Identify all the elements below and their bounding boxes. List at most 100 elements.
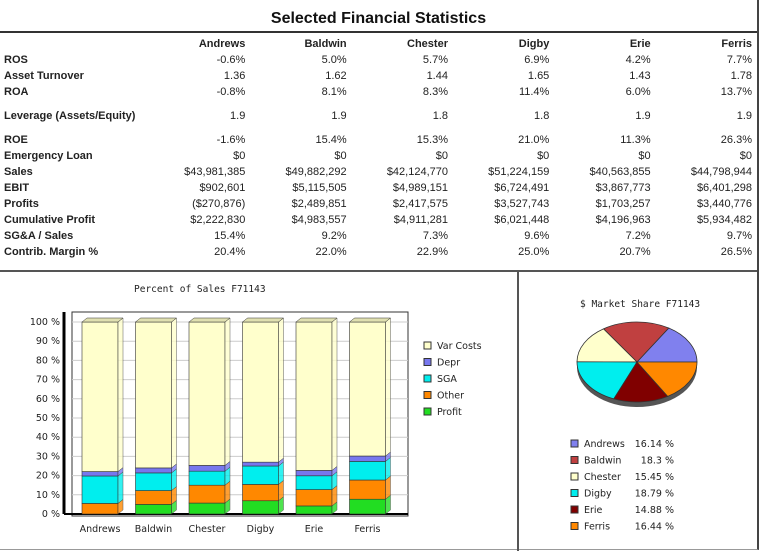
bar-top	[241, 317, 285, 323]
pie-slice-erie	[613, 361, 669, 403]
bar-top	[134, 317, 178, 323]
legend-label: Profit	[437, 407, 462, 418]
row-label: Cumulative Profit	[4, 213, 96, 226]
cell-value: ($270,876)	[192, 197, 246, 210]
bar-segment-depr	[188, 465, 226, 472]
bar-segment-var-costs	[135, 321, 172, 469]
pie-slice-ferris	[636, 361, 698, 397]
row-label: EBIT	[4, 181, 30, 194]
legend-swatch	[423, 358, 432, 366]
bar-top	[188, 317, 231, 323]
cell-value: $0	[537, 149, 550, 162]
bar-segment-other	[135, 490, 172, 505]
table-row: Cumulative Profit $2,222,830 $4,983,557 $4,…	[2, 212, 754, 228]
table-header-row: Andrews Baldwin Chester Digby Erie Ferris	[2, 36, 754, 52]
legend-label: Ferris	[584, 522, 610, 533]
bar-segment-var-costs	[188, 321, 226, 466]
bar-segment-other	[349, 479, 386, 500]
legend-label: Digby	[584, 489, 612, 500]
cell-value: 9.7%	[726, 229, 752, 242]
legend-value: 16.14 %	[635, 439, 674, 450]
cell-value: $2,489,851	[291, 197, 347, 210]
y-tick-label: 50 %	[36, 413, 60, 424]
cell-value: $2,222,830	[190, 213, 246, 226]
percent-of-sales-chart: 0 % 10 % 20 % 30 % 40 % 50 % 60 % 70 % 80 % 90 % 1…	[30, 311, 482, 535]
x-tick-label: Digby	[247, 524, 275, 535]
cell-value: $4,989,151	[392, 181, 448, 194]
bar-segment-profit	[295, 505, 333, 515]
row-label: Emergency Loan	[4, 149, 93, 162]
bar-segment-depr	[135, 467, 172, 474]
cell-value: 7.2%	[625, 229, 651, 242]
pie-slice-digby	[576, 361, 638, 400]
legend-swatch	[570, 472, 579, 481]
y-tick-label: 20 %	[36, 471, 60, 482]
cell-value: 11.3%	[620, 133, 651, 146]
market-share-chart: Andrews 16.14 % Baldwin 18.3 % Chester 15.45 …	[570, 321, 698, 533]
bar-top	[81, 317, 124, 323]
cell-value: 5.0%	[321, 53, 347, 66]
bar-side	[278, 317, 284, 463]
legend-label: Other	[437, 391, 464, 402]
bar-segment-profit	[349, 498, 386, 515]
table-row: Sales $43,981,385 $49,882,292 $42,124,770 $5…	[2, 164, 754, 180]
cell-value: 5.7%	[422, 53, 448, 66]
y-tick-label: 100 %	[30, 317, 60, 328]
legend-value: 14.88 %	[635, 505, 674, 516]
cell-value: 26.5%	[720, 245, 752, 258]
cell-value: 4.2%	[625, 53, 651, 66]
cell-value: $49,882,292	[285, 165, 347, 178]
cell-value: $5,934,482	[696, 213, 752, 226]
cell-value: 13.7%	[720, 85, 752, 98]
cell-value: $6,401,298	[696, 181, 752, 194]
cell-value: 1.65	[527, 69, 550, 82]
legend-label: Erie	[584, 505, 603, 516]
cell-value: 1.78	[730, 69, 752, 82]
cell-value: 1.9	[736, 109, 752, 122]
divider	[0, 270, 757, 272]
cell-value: -0.6%	[216, 53, 246, 66]
cell-value: 15.4%	[315, 133, 347, 146]
cell-value: 7.3%	[422, 229, 448, 242]
legend-swatch	[570, 456, 579, 464]
row-label: ROA	[4, 85, 29, 98]
bar-segment-var-costs	[295, 321, 333, 471]
column-header-ferris: Ferris	[721, 37, 752, 50]
bar-segment-depr	[242, 461, 279, 467]
cell-value: 15.3%	[416, 133, 448, 146]
legend-swatch	[423, 374, 432, 383]
cell-value: 1.8	[534, 109, 550, 122]
x-tick-label: Andrews	[80, 524, 121, 535]
y-tick-label: 30 %	[36, 451, 60, 462]
legend-swatch	[570, 439, 579, 448]
cell-value: $4,196,963	[595, 213, 651, 226]
bar-segment-sga	[242, 465, 279, 485]
cell-value: 20.4%	[214, 245, 246, 258]
cell-value: 8.3%	[422, 85, 448, 98]
bar-segment-depr	[349, 455, 386, 462]
cell-value: 1.43	[629, 69, 651, 82]
y-tick-label: 40 %	[36, 432, 60, 443]
cell-value: $0	[233, 149, 246, 162]
legend-value: 18.79 %	[635, 489, 674, 500]
column-header-chester: Chester	[407, 37, 448, 50]
cell-value: 22.0%	[315, 245, 347, 258]
bar-segment-var-costs	[349, 321, 386, 457]
bar-segment-depr	[295, 470, 333, 477]
row-label: Sales	[4, 165, 33, 178]
y-tick-label: 0 %	[42, 509, 60, 520]
column-header-andrews: Andrews	[198, 37, 246, 50]
bar-segment-other	[188, 484, 226, 504]
cell-value: $4,983,557	[291, 213, 347, 226]
cell-value: 6.0%	[625, 85, 651, 98]
table-row: SG&A / Sales 15.4% 9.2% 7.3% 9.6% 7.2% 9.7%	[2, 228, 754, 244]
bar-segment-profit	[188, 502, 226, 515]
table-row: Emergency Loan $0 $0 $0 $0 $0 $0	[2, 148, 754, 164]
cell-value: 21.0%	[518, 133, 550, 146]
bar-side	[385, 317, 391, 457]
bar-top	[295, 317, 338, 323]
table-row: ROS -0.6% 5.0% 5.7% 6.9% 4.2% 7.7%	[2, 52, 754, 68]
column-header-baldwin: Baldwin	[304, 37, 347, 50]
